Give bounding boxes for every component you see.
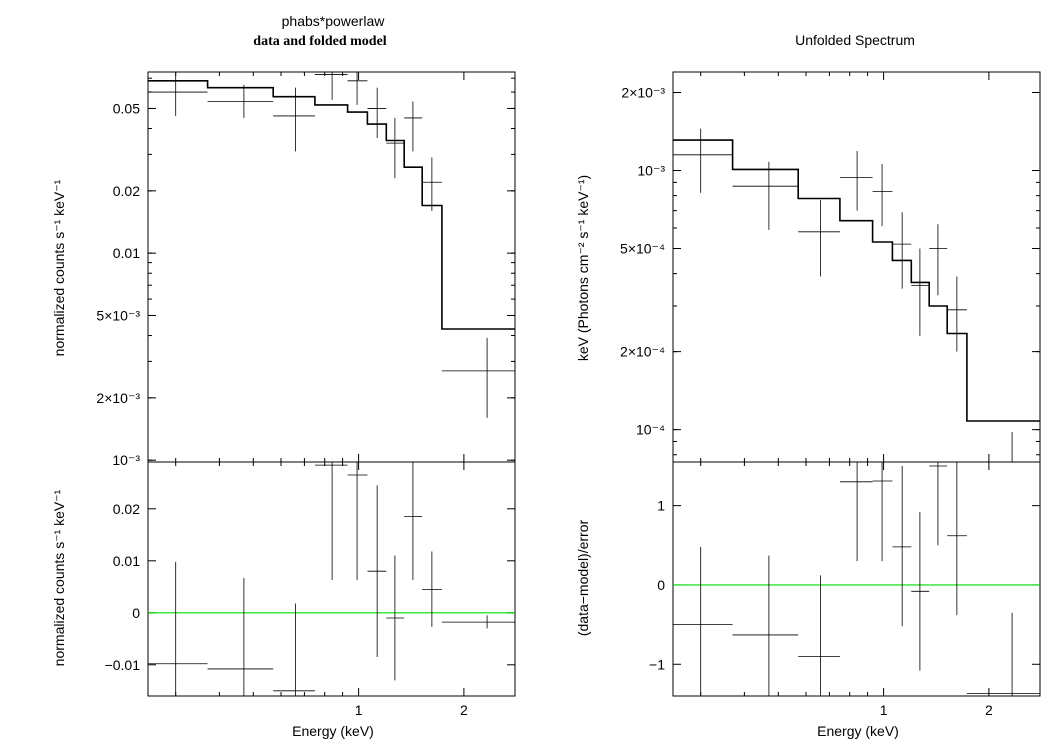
top-plot: 2×10⁻³ 10⁻³ 5×10⁻⁴ 2×10⁻⁴ 10⁻⁴ — [620, 71, 1041, 463]
data-point — [422, 551, 442, 627]
y-tick-label: −1 — [649, 656, 665, 672]
y-tick-label: 5×10⁻³ — [96, 307, 140, 323]
data-point — [798, 199, 840, 277]
x-tick-label: 1 — [355, 702, 363, 718]
y-tick-label: 2×10⁻³ — [621, 85, 665, 101]
bottom-plot: 1 2 1 0 −1 — [649, 461, 1041, 718]
plot-frame — [672, 71, 1041, 463]
x-axis-label: Energy (keV) — [817, 723, 899, 739]
data-point — [732, 555, 799, 696]
y-tick-label: 10⁻³ — [637, 163, 665, 179]
data-point — [732, 161, 799, 230]
y-tick-label: 5×10⁻⁴ — [620, 241, 665, 257]
y-tick-label: 0.01 — [113, 553, 140, 569]
data-point — [839, 150, 873, 211]
data-point — [839, 462, 873, 562]
data-point — [441, 337, 515, 418]
y-tick-label: 10⁻⁴ — [636, 422, 665, 438]
y-tick-label: 0.02 — [113, 183, 140, 199]
data-point — [929, 224, 948, 296]
data-point — [347, 462, 368, 581]
data-point — [386, 117, 405, 179]
y-tick-label: 2×10⁻⁴ — [620, 344, 665, 360]
x-tick-label: 1 — [880, 702, 888, 718]
x-tick-label: 2 — [985, 702, 993, 718]
data-point — [966, 431, 1040, 463]
y-tick-label: 2×10⁻³ — [96, 390, 140, 406]
data-point — [441, 615, 515, 629]
data-point — [911, 511, 930, 671]
data-point — [148, 72, 208, 116]
data-point — [422, 157, 442, 211]
data-point — [798, 575, 840, 696]
y-tick-label: 1 — [657, 498, 665, 514]
plot-frame — [672, 461, 1041, 697]
chart-title: Unfolded Spectrum — [795, 32, 915, 48]
data-point — [892, 465, 912, 627]
data-point — [148, 561, 208, 696]
x-tick-label: 2 — [460, 702, 468, 718]
y-tick-label: 0.05 — [113, 100, 140, 116]
data-point — [872, 462, 893, 562]
data-point — [314, 72, 348, 100]
chart-subtitle: data and folded model — [253, 34, 387, 49]
model-step-line — [148, 80, 515, 330]
left-panel: phabs*powerlaw data and folded model Ene… — [51, 13, 516, 739]
x-axis-label: Energy (keV) — [292, 723, 374, 739]
data-point — [367, 485, 387, 657]
bottom-y-axis-label: normalized counts s⁻¹ keV⁻¹ — [51, 489, 67, 666]
data-point — [314, 462, 348, 581]
data-point — [347, 72, 368, 105]
plot-frame — [147, 71, 516, 463]
bottom-plot: 1 2 0.02 0.01 0 −0.01 — [105, 461, 516, 718]
right-panel: Unfolded Spectrum Energy (keV) keV (Phot… — [575, 32, 1041, 739]
data-point — [673, 128, 733, 193]
y-tick-label: 10⁻³ — [112, 452, 140, 468]
data-point — [273, 603, 315, 696]
y-tick-label: 0.02 — [113, 501, 140, 517]
data-point — [966, 612, 1040, 696]
data-point — [273, 87, 315, 152]
data-point — [367, 87, 387, 138]
bottom-y-axis-label: (data−model)/error — [575, 519, 591, 636]
y-tick-label: 0 — [132, 605, 140, 621]
top-plot: 0.05 0.02 0.01 5×10⁻³ 2×10⁻³ 10⁻³ — [96, 71, 516, 468]
data-point — [872, 163, 893, 227]
data-point — [929, 462, 948, 546]
data-point — [673, 546, 733, 696]
data-point — [207, 84, 274, 118]
data-point — [947, 276, 967, 352]
data-point — [911, 248, 930, 336]
data-point — [207, 577, 274, 696]
y-tick-label: −0.01 — [105, 657, 141, 673]
plot-frame — [147, 461, 516, 697]
model-step-line — [673, 139, 1040, 422]
data-point — [386, 555, 405, 681]
chart-title: phabs*powerlaw — [282, 13, 386, 29]
data-point — [892, 212, 912, 289]
top-y-axis-label: keV (Photons cm⁻² s⁻¹ keV⁻¹) — [575, 175, 591, 361]
data-point — [404, 101, 423, 152]
y-tick-label: 0.01 — [113, 245, 140, 261]
data-point — [947, 462, 967, 616]
top-y-axis-label: normalized counts s⁻¹ keV⁻¹ — [51, 179, 67, 356]
y-tick-label: 0 — [657, 577, 665, 593]
data-point — [404, 462, 423, 581]
